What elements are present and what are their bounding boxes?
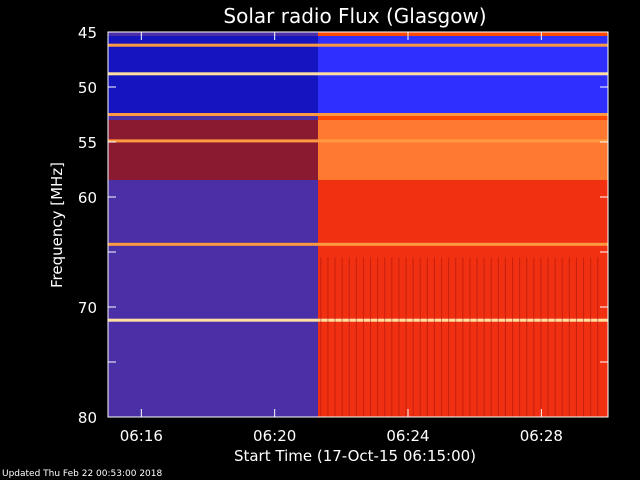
y-tick-label-7: 80 bbox=[78, 409, 97, 427]
upper-low-band-pre bbox=[108, 36, 318, 116]
emission-band-1 bbox=[108, 72, 608, 76]
time-streak-29 bbox=[526, 257, 528, 417]
chart-title: Solar radio Flux (Glasgow) bbox=[223, 4, 486, 28]
emission-band-5 bbox=[108, 318, 608, 322]
time-streak-14 bbox=[419, 257, 421, 417]
time-streak-6 bbox=[362, 257, 364, 417]
mid-band-post bbox=[318, 120, 608, 180]
time-streak-23 bbox=[483, 257, 485, 417]
mid-band-pre bbox=[108, 120, 318, 180]
emission-band-3 bbox=[108, 139, 608, 143]
time-streak-1 bbox=[327, 257, 329, 417]
time-streak-38 bbox=[590, 257, 592, 417]
y-tick-label-5: 70 bbox=[78, 299, 97, 317]
time-streak-2 bbox=[334, 257, 336, 417]
time-streak-31 bbox=[540, 257, 542, 417]
time-streak-21 bbox=[469, 257, 471, 417]
updated-timestamp: Updated Thu Feb 22 00:53:00 2018 bbox=[2, 469, 163, 479]
x-tick-label-2: 06:24 bbox=[386, 427, 429, 445]
time-streak-30 bbox=[533, 257, 535, 417]
y-tick-label-2: 55 bbox=[78, 134, 97, 152]
time-streak-20 bbox=[462, 257, 464, 417]
y-tick-label-0: 45 bbox=[78, 24, 97, 42]
time-streak-33 bbox=[554, 257, 556, 417]
time-streak-5 bbox=[355, 257, 357, 417]
emission-band-2 bbox=[108, 113, 608, 116]
y-axis-ticks: 45 50 55 60 70 80 bbox=[78, 24, 608, 427]
x-tick-label-0: 06:16 bbox=[120, 427, 163, 445]
time-streak-3 bbox=[341, 257, 343, 417]
time-streak-7 bbox=[370, 257, 372, 417]
time-streak-10 bbox=[391, 257, 393, 417]
time-streak-39 bbox=[597, 257, 599, 417]
time-streak-13 bbox=[412, 257, 414, 417]
time-streak-19 bbox=[455, 257, 457, 417]
time-streak-11 bbox=[398, 257, 400, 417]
emission-bands bbox=[108, 43, 608, 322]
emission-band-4 bbox=[108, 242, 608, 246]
x-axis-ticks: 06:16 06:20 06:24 06:28 bbox=[120, 32, 563, 445]
time-streak-16 bbox=[433, 257, 435, 417]
time-streak-18 bbox=[448, 257, 450, 417]
time-streak-37 bbox=[583, 257, 585, 417]
time-streak-28 bbox=[519, 257, 521, 417]
time-streaks bbox=[320, 257, 599, 417]
time-streak-24 bbox=[490, 257, 492, 417]
time-streak-9 bbox=[384, 257, 386, 417]
plot-frame bbox=[107, 31, 609, 418]
time-streak-26 bbox=[504, 257, 506, 417]
time-streak-27 bbox=[512, 257, 514, 417]
time-streak-35 bbox=[568, 257, 570, 417]
time-streak-34 bbox=[561, 257, 563, 417]
time-streak-12 bbox=[405, 257, 407, 417]
y-axis-label: Frequency [MHz] bbox=[48, 162, 66, 288]
y-tick-label-3: 60 bbox=[78, 189, 97, 207]
plot-area bbox=[108, 32, 608, 417]
time-streak-25 bbox=[497, 257, 499, 417]
x-tick-label-3: 06:28 bbox=[520, 427, 563, 445]
emission-band-0 bbox=[108, 43, 608, 47]
time-streak-8 bbox=[377, 257, 379, 417]
time-streak-17 bbox=[441, 257, 443, 417]
x-tick-label-1: 06:20 bbox=[253, 427, 296, 445]
time-streak-32 bbox=[547, 257, 549, 417]
time-streak-15 bbox=[426, 257, 428, 417]
y-tick-label-1: 50 bbox=[78, 79, 97, 97]
time-streak-0 bbox=[320, 257, 322, 417]
time-streak-36 bbox=[575, 257, 577, 417]
time-streak-4 bbox=[348, 257, 350, 417]
upper-low-band-post bbox=[318, 36, 608, 116]
time-streak-22 bbox=[476, 257, 478, 417]
x-axis-label: Start Time (17-Oct-15 06:15:00) bbox=[234, 447, 476, 465]
